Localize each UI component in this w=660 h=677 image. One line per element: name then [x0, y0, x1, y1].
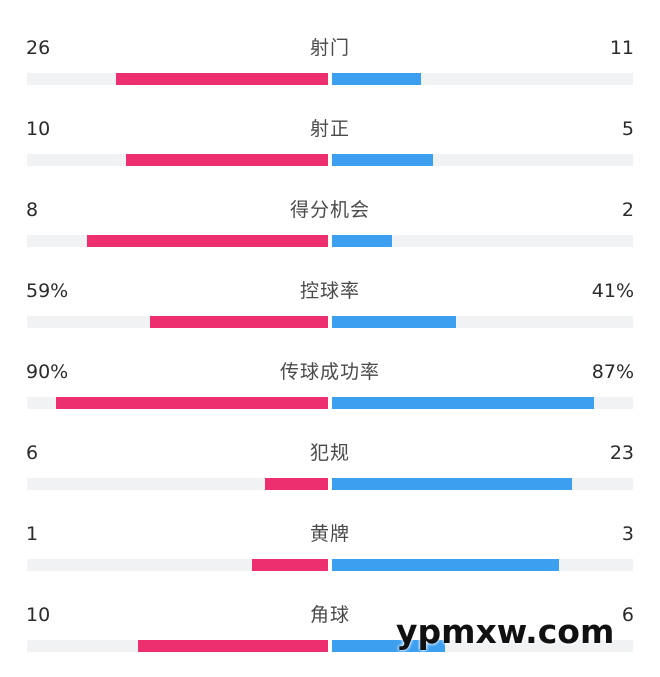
home-shots-on-target-bar-track	[27, 154, 328, 166]
home-possession-value: 59%	[26, 280, 69, 302]
home-yellow-cards-bar-track	[27, 559, 328, 571]
away-possession-bar	[332, 316, 456, 328]
chances-label: 得分机会	[289, 199, 371, 221]
away-corners-bar	[332, 640, 445, 652]
away-corners-bar-track	[332, 640, 633, 652]
home-pass-accuracy-bar-track	[27, 397, 328, 409]
away-chances-value: 2	[621, 199, 634, 221]
away-pass-accuracy-bar	[332, 397, 594, 409]
away-shots-on-target-bar-track	[332, 154, 633, 166]
away-shots-value: 11	[609, 37, 634, 59]
away-corners-value: 6	[621, 604, 634, 626]
shots-on-target-label: 射正	[309, 118, 351, 140]
away-yellow-cards-bar-track	[332, 559, 633, 571]
away-yellow-cards-value: 3	[621, 523, 634, 545]
away-shots-bar	[332, 73, 422, 85]
away-yellow-cards-bar	[332, 559, 559, 571]
home-chances-bar	[86, 235, 328, 247]
away-chances-bar-track	[332, 235, 633, 247]
away-fouls-bar-track	[332, 478, 633, 490]
home-shots-on-target-bar	[126, 154, 328, 166]
stat-row-yellow-cards: 1 黄牌 3	[0, 500, 660, 581]
home-shots-bar-track	[27, 73, 328, 85]
fouls-label: 犯规	[309, 442, 351, 464]
stat-row-chances: 8 得分机会 2	[0, 176, 660, 257]
away-possession-bar-track	[332, 316, 633, 328]
home-shots-value: 26	[26, 37, 51, 59]
pass-accuracy-label: 传球成功率	[279, 361, 381, 383]
corners-label: 角球	[309, 604, 351, 626]
stat-row-shots-on-target: 10 射正 5	[0, 95, 660, 176]
away-shots-on-target-bar	[332, 154, 434, 166]
home-corners-value: 10	[26, 604, 51, 626]
stat-row-pass-accuracy: 90% 传球成功率 87%	[0, 338, 660, 419]
site-watermark: ypmxw.com	[396, 612, 615, 651]
home-yellow-cards-value: 1	[26, 523, 39, 545]
home-fouls-bar	[265, 478, 328, 490]
home-chances-value: 8	[26, 199, 39, 221]
home-shots-on-target-value: 10	[26, 118, 51, 140]
home-fouls-bar-track	[27, 478, 328, 490]
home-shots-bar	[115, 73, 328, 85]
stat-row-possession: 59% 控球率 41%	[0, 257, 660, 338]
home-yellow-cards-bar	[252, 559, 328, 571]
home-chances-bar-track	[27, 235, 328, 247]
home-corners-bar	[138, 640, 328, 652]
stat-row-fouls: 6 犯规 23	[0, 419, 660, 500]
away-pass-accuracy-bar-track	[332, 397, 633, 409]
stat-row-shots: 26 射门 11	[0, 14, 660, 95]
away-possession-value: 41%	[591, 280, 634, 302]
home-fouls-value: 6	[26, 442, 39, 464]
away-shots-bar-track	[332, 73, 633, 85]
home-possession-bar-track	[27, 316, 328, 328]
yellow-cards-label: 黄牌	[309, 523, 351, 545]
shots-label: 射门	[309, 37, 351, 59]
home-corners-bar-track	[27, 640, 328, 652]
away-chances-bar	[332, 235, 392, 247]
home-pass-accuracy-value: 90%	[26, 361, 69, 383]
stat-row-corners: 10 角球 6	[0, 581, 660, 662]
away-fouls-value: 23	[609, 442, 634, 464]
away-shots-on-target-value: 5	[621, 118, 634, 140]
away-fouls-bar	[332, 478, 572, 490]
possession-label: 控球率	[299, 280, 361, 302]
home-possession-bar	[150, 316, 328, 328]
home-pass-accuracy-bar	[55, 397, 328, 409]
away-pass-accuracy-value: 87%	[591, 361, 634, 383]
